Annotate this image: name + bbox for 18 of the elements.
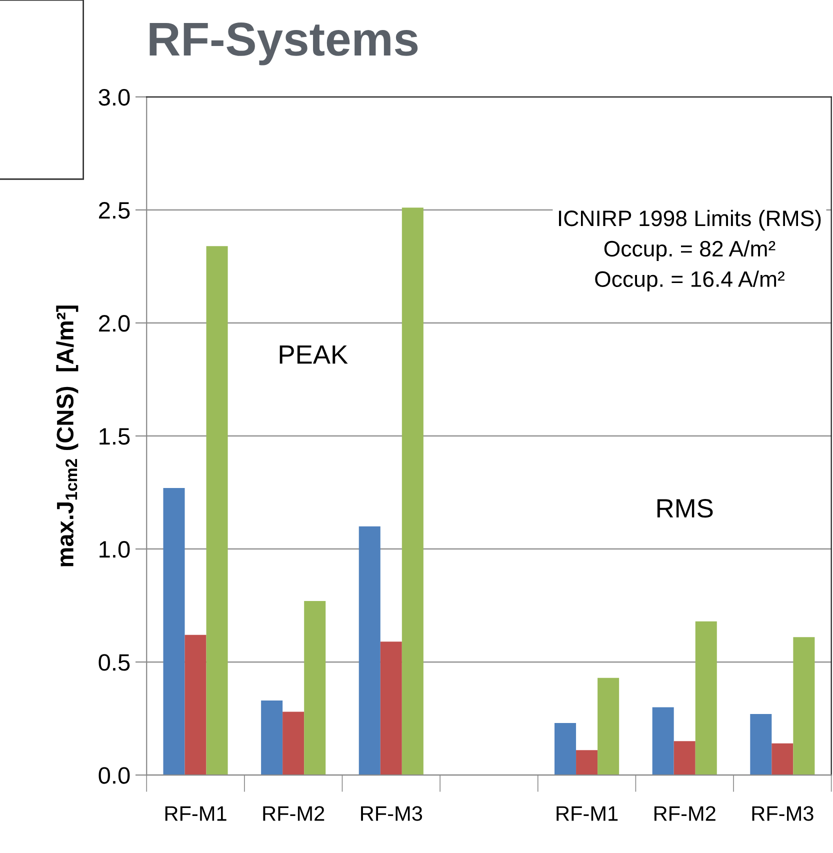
y-tick-label: 2.0: [99, 315, 130, 332]
x-tick-label: RF-M2: [654, 806, 716, 821]
y-tick-label: 1.0: [100, 541, 130, 558]
y-tick-label: 0.5: [98, 654, 130, 671]
x-tick-label: RF-M3: [361, 806, 422, 821]
annotation: ICNIRP 1998 Limits (RMS) Occup. = 82 A/m² Occup. = 16.4 A/m²: [559, 210, 821, 292]
y-axis-title: max.J$_{1cm2}$ (CNS) [A/m²]: [56, 306, 78, 566]
x-tick-label: RF-M1: [165, 806, 226, 821]
x-tick-label: RF-M2: [263, 806, 324, 821]
chart-title: RF-Systems: [150, 22, 418, 66]
annotation: RMS: [657, 498, 713, 518]
y-tick-label: 1.5: [100, 428, 130, 445]
y-tick-label: 0.0: [98, 767, 130, 784]
y-tick-label: 3.0: [98, 88, 130, 106]
x-tick-label: RF-M3: [752, 806, 814, 821]
annotation: PEAK: [280, 346, 348, 364]
x-tick-label: RF-M1: [556, 806, 618, 821]
y-tick-label: 2.5: [99, 202, 130, 219]
